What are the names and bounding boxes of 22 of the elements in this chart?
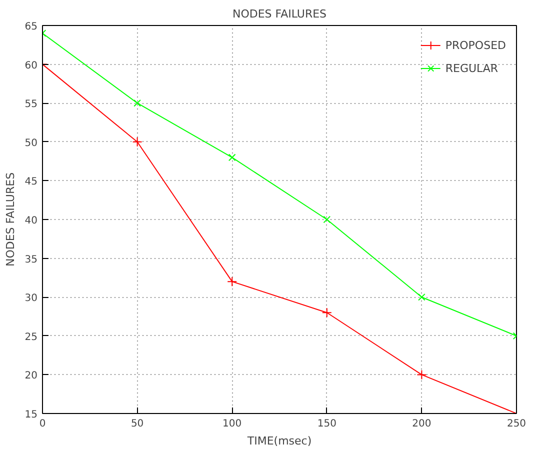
x-tick-label: 250 — [506, 418, 526, 430]
x-axis-title: TIME(msec) — [246, 434, 312, 448]
legend-label: REGULAR — [445, 62, 498, 74]
y-tick-label: 30 — [24, 293, 38, 304]
y-tick-label: 50 — [24, 138, 38, 149]
y-axis-title: NODES FAILURES — [4, 172, 17, 267]
x-tick-label: 150 — [317, 418, 336, 430]
y-tick-label: 25 — [24, 332, 38, 343]
legend-label: PROPOSED — [445, 38, 506, 52]
y-tick-label: 55 — [24, 99, 38, 110]
x-tick-label: 0 — [39, 418, 46, 430]
x-tick-label: 50 — [130, 418, 144, 430]
y-tick-label: 65 — [24, 22, 38, 32]
y-tick-label: 35 — [24, 254, 38, 266]
y-tick-label: 15 — [24, 410, 38, 420]
y-tick-label: 40 — [24, 216, 38, 226]
y-tick-label: 60 — [24, 60, 38, 72]
x-tick-label: 200 — [412, 418, 432, 430]
x-tick-label: 100 — [222, 418, 242, 430]
y-tick-label: 20 — [24, 370, 38, 382]
chart-title: NODES FAILURES — [232, 8, 327, 20]
y-tick-label: 45 — [24, 176, 38, 188]
